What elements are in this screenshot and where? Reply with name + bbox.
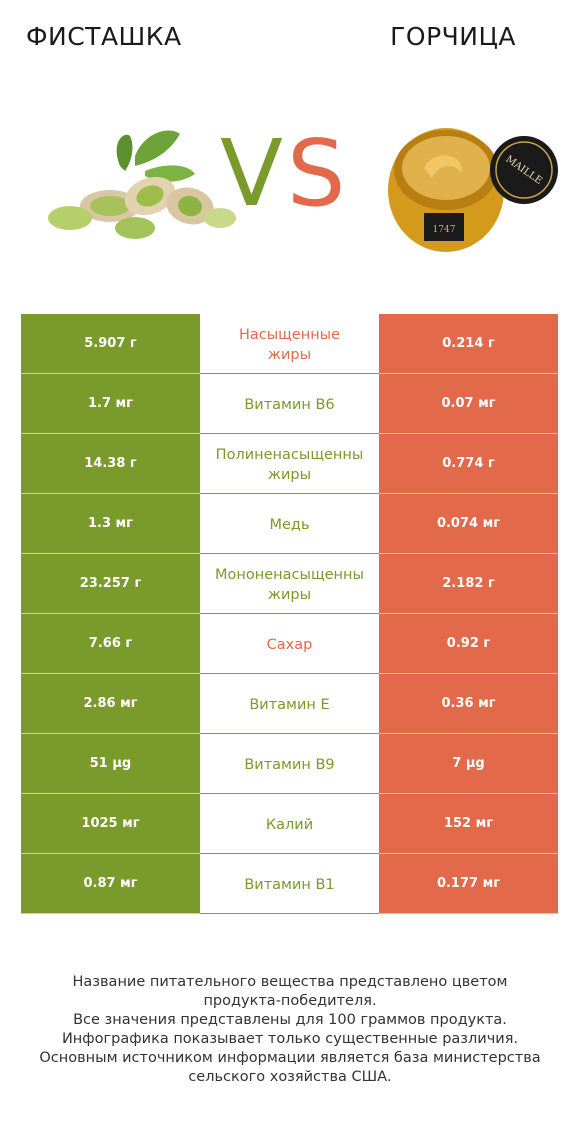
right-value: 0.177 мг <box>379 854 558 914</box>
table-row: 2.86 мг Витамин E 0.36 мг <box>21 674 558 734</box>
right-product-title: ГОРЧИЦА <box>390 22 516 51</box>
footer-line: сельского хозяйства США. <box>188 1069 392 1085</box>
left-value: 0.87 мг <box>21 854 200 914</box>
left-value: 51 µg <box>21 734 200 794</box>
left-value: 1.7 мг <box>21 374 200 434</box>
footer-line: продукта-победителя. <box>203 993 377 1009</box>
nutrient-label: Насыщенные жиры <box>200 314 379 374</box>
nutrient-label: Витамин E <box>200 674 379 734</box>
left-value: 5.907 г <box>21 314 200 374</box>
footer-line: Все значения представлены для 100 граммо… <box>73 1012 507 1028</box>
nutrient-label: Витамин B1 <box>200 854 379 914</box>
table-row: 0.87 мг Витамин B1 0.177 мг <box>21 854 558 914</box>
nutrient-label: Витамин B9 <box>200 734 379 794</box>
left-product-title: ФИСТАШКА <box>26 22 182 51</box>
table-row: 51 µg Витамин B9 7 µg <box>21 734 558 794</box>
left-value: 14.38 г <box>21 434 200 494</box>
nutrient-label: Калий <box>200 794 379 854</box>
nutrient-label: Полиненасыщенны жиры <box>200 434 379 494</box>
table-row: 23.257 г Мононенасыщенны жиры 2.182 г <box>21 554 558 614</box>
right-value: 7 µg <box>379 734 558 794</box>
table-row: 7.66 г Сахар 0.92 г <box>21 614 558 674</box>
footer-notes: Название питательного вещества представл… <box>10 973 570 1087</box>
right-value: 152 мг <box>379 794 558 854</box>
right-value: 0.07 мг <box>379 374 558 434</box>
table-row: 1.3 мг Медь 0.074 мг <box>21 494 558 554</box>
table-row: 1.7 мг Витамин B6 0.07 мг <box>21 374 558 434</box>
left-value: 1025 мг <box>21 794 200 854</box>
right-value: 2.182 г <box>379 554 558 614</box>
right-value: 0.214 г <box>379 314 558 374</box>
jar-year-text: 1747 <box>433 225 456 235</box>
mustard-jar-image: 1747 MAILLE <box>388 128 558 252</box>
left-value: 23.257 г <box>21 554 200 614</box>
left-value: 2.86 мг <box>21 674 200 734</box>
table-row: 14.38 г Полиненасыщенны жиры 0.774 г <box>21 434 558 494</box>
footer-line: Инфографика показывает только существенн… <box>61 1031 519 1047</box>
pistachio-image <box>48 130 236 239</box>
table-row: 5.907 г Насыщенные жиры 0.214 г <box>21 314 558 374</box>
footer-line: Название питательного вещества представл… <box>72 974 508 990</box>
left-value: 1.3 мг <box>21 494 200 554</box>
nutrient-label: Сахар <box>200 614 379 674</box>
footer-line: Основным источником информации является … <box>39 1050 541 1066</box>
left-value: 7.66 г <box>21 614 200 674</box>
table-row: 1025 мг Калий 152 мг <box>21 794 558 854</box>
comparison-table: 5.907 г Насыщенные жиры 0.214 г 1.7 мг Витам… <box>21 314 558 914</box>
nutrient-label: Витамин B6 <box>200 374 379 434</box>
right-value: 0.92 г <box>379 614 558 674</box>
vs-label: VS <box>220 120 350 227</box>
nutrient-label: Медь <box>200 494 379 554</box>
right-value: 0.774 г <box>379 434 558 494</box>
right-value: 0.36 мг <box>379 674 558 734</box>
nutrient-label: Мононенасыщенны жиры <box>200 554 379 614</box>
right-value: 0.074 мг <box>379 494 558 554</box>
